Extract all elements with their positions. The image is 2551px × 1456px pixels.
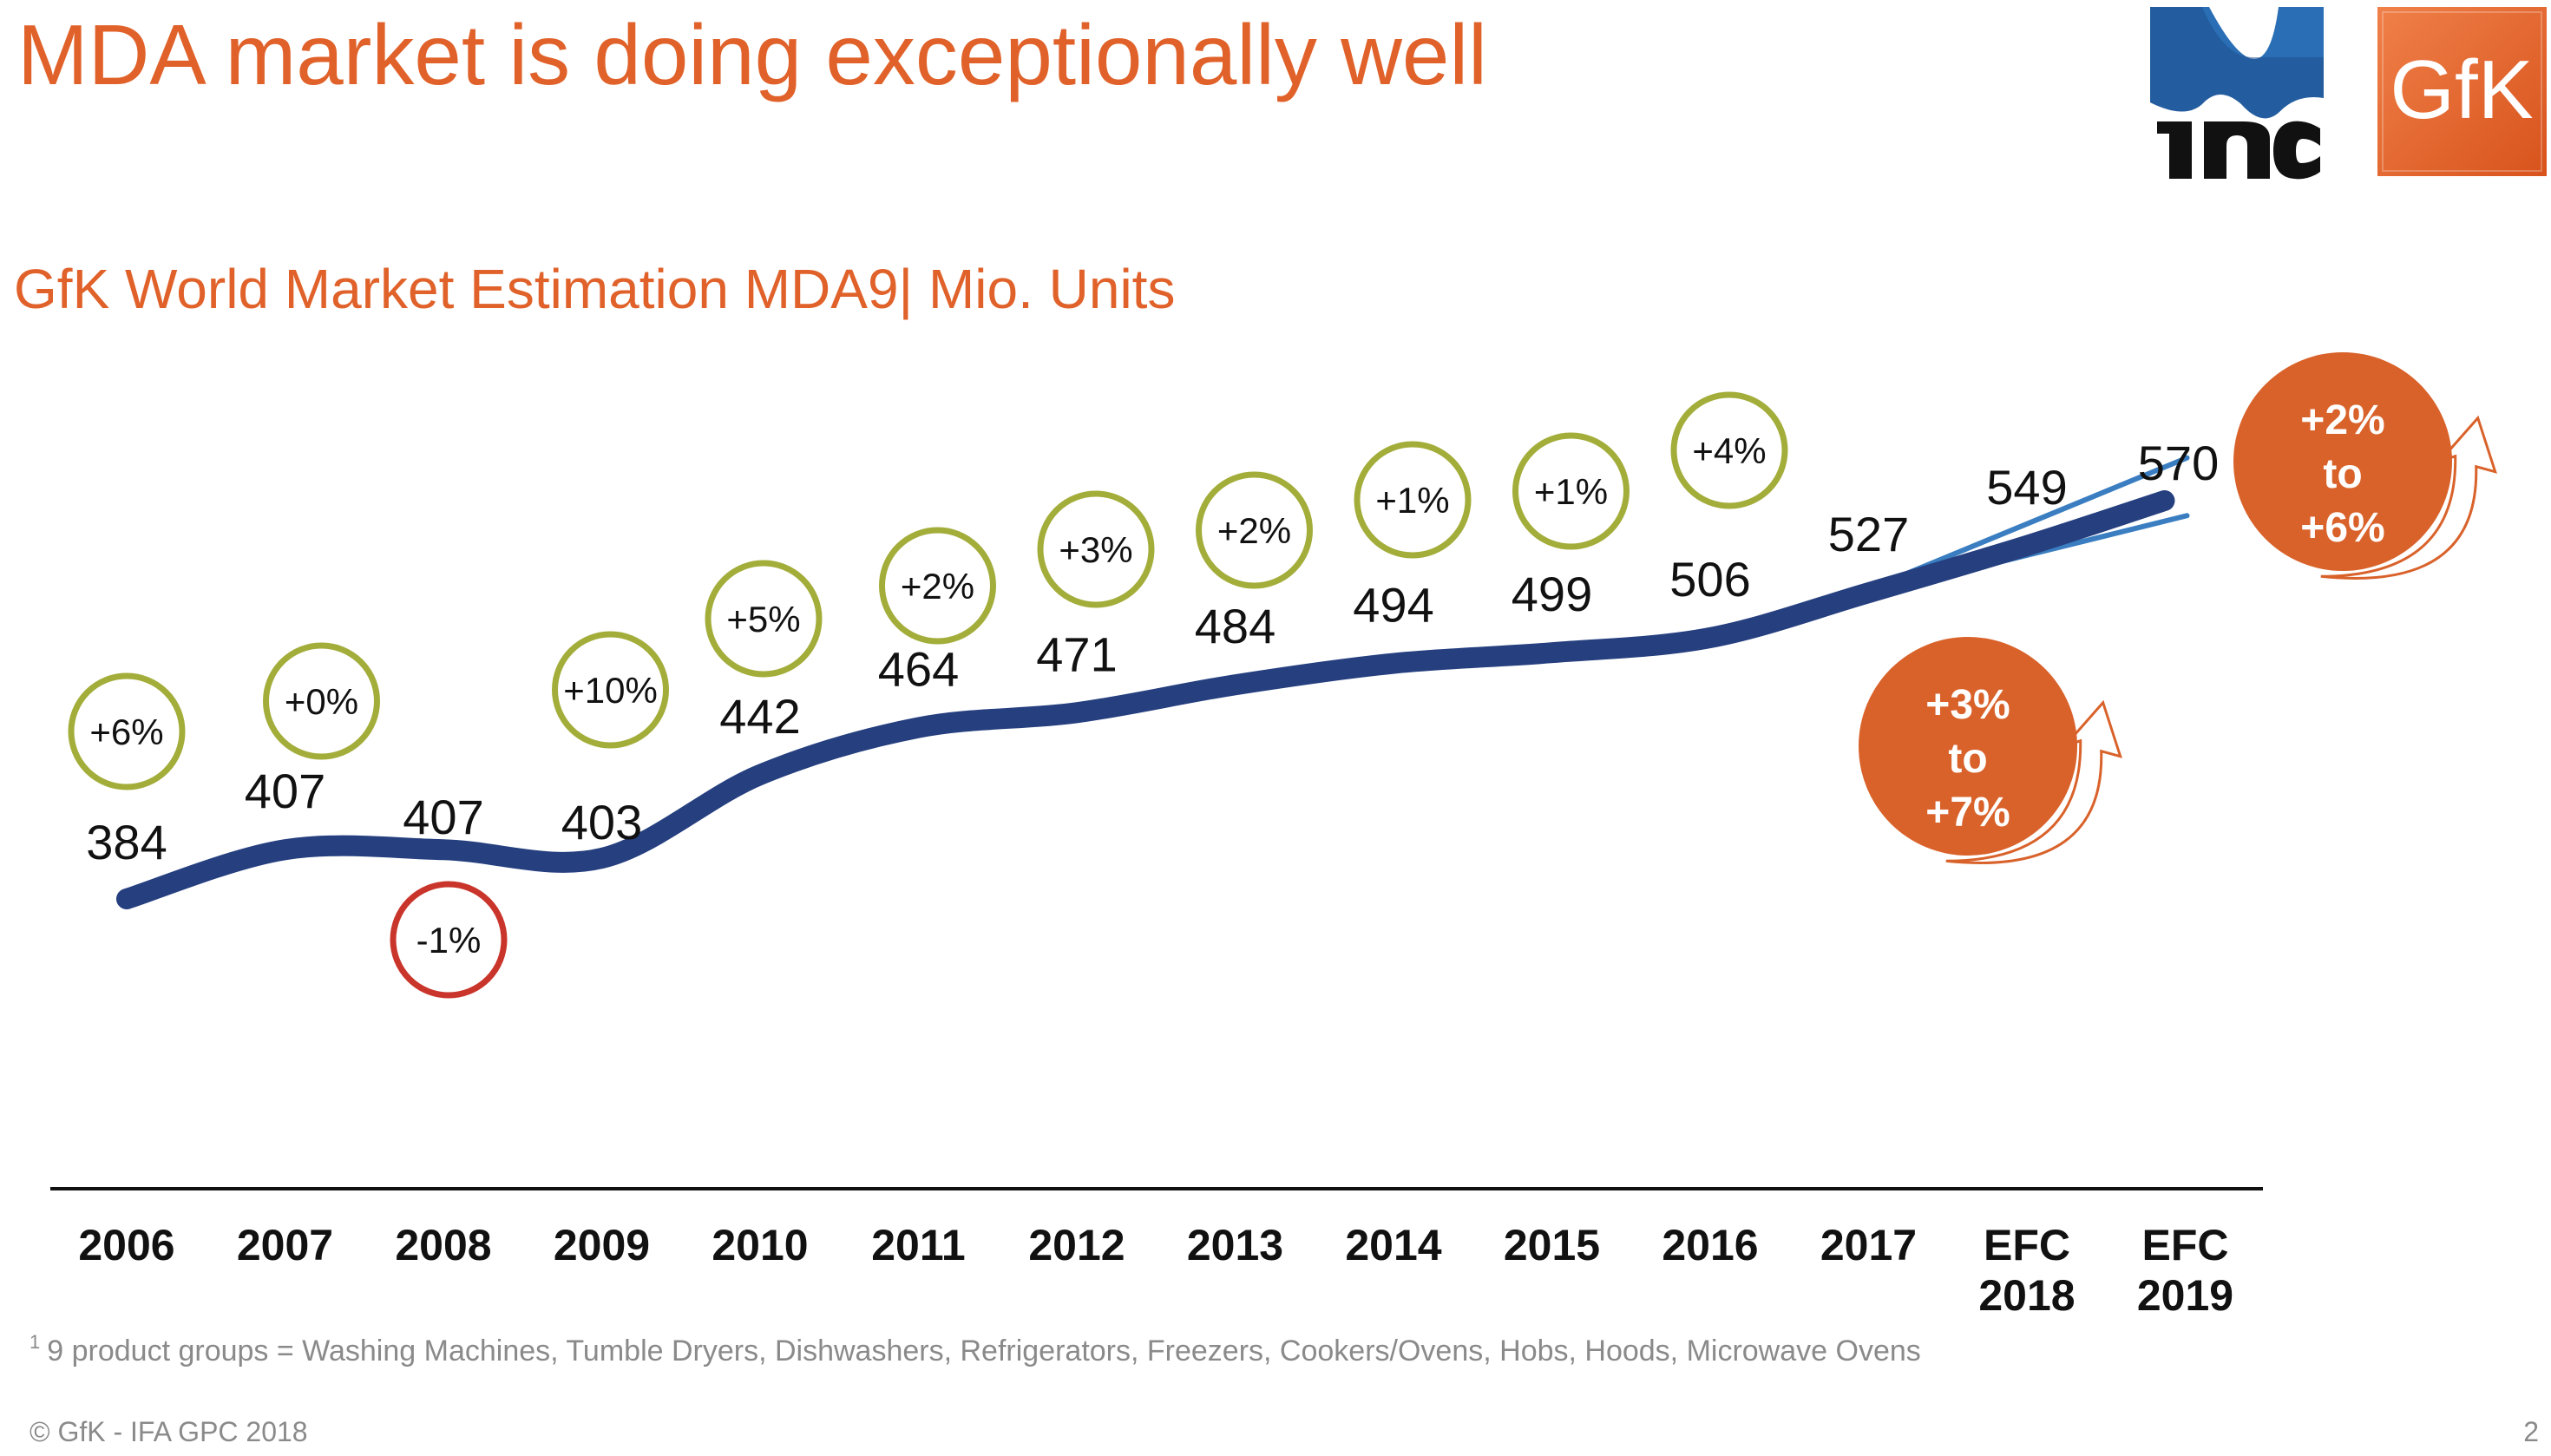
series-line (116, 490, 2175, 909)
decline-circle (390, 881, 508, 999)
ipc-logo-icon (2150, 7, 2324, 180)
page-number: 2 (2523, 1416, 2539, 1447)
data-label: 471 (1036, 626, 1117, 681)
category-label: 2010 (712, 1221, 808, 1269)
forecast-2019-badge-text: to (2323, 451, 2362, 497)
category-label: 2013 (1187, 1221, 1283, 1269)
forecast-2018-badge-text: +7% (1925, 790, 2010, 836)
growth-circle (68, 672, 186, 790)
data-label: 384 (86, 815, 167, 869)
category-label: 2006 (78, 1221, 174, 1269)
data-label: 527 (1828, 507, 1909, 561)
data-label: 506 (1669, 552, 1750, 607)
growth-label: +3% (1059, 529, 1132, 570)
growth-label: +1% (1534, 471, 1608, 512)
data-label: 499 (1512, 567, 1592, 621)
footer-copyright: © GfK - IFA GPC 2018 (30, 1416, 308, 1447)
category-label: 2019 (2137, 1271, 2233, 1320)
category-label: 2009 (554, 1221, 650, 1269)
forecast-2018-badge-arrow (1945, 699, 2122, 864)
growth-circle (1354, 441, 1472, 559)
growth-label: -1% (416, 920, 482, 961)
growth-label: +1% (1375, 480, 1449, 521)
growth-label: +0% (285, 681, 358, 722)
data-label: 570 (2138, 436, 2219, 490)
category-label: 2017 (1820, 1221, 1917, 1269)
category-label: 2014 (1345, 1221, 1441, 1269)
category-label: EFC (2142, 1221, 2229, 1269)
forecast-2019-badge-circle (2233, 352, 2452, 571)
data-label: 407 (245, 764, 325, 818)
footnote-marker: 1 (30, 1331, 41, 1353)
category-label: 2008 (395, 1221, 491, 1269)
growth-circle (552, 631, 669, 749)
growth-circle (1512, 432, 1630, 550)
growth-label: +6% (89, 712, 163, 752)
chart-title: GfK World Market Estimation MDA9| Mio. U… (14, 258, 1176, 320)
category-label: 2015 (1504, 1221, 1600, 1269)
data-label: 464 (878, 642, 959, 697)
growth-circle (1037, 490, 1155, 608)
growth-circle (1670, 391, 1788, 509)
forecast-2019-badge-arrow (2320, 415, 2497, 580)
category-label: EFC (1984, 1221, 2070, 1269)
forecast-2018-badge-circle (1859, 637, 2077, 856)
data-label: 494 (1353, 578, 1433, 633)
data-label: 484 (1195, 599, 1276, 653)
forecast-2019-badge-text: +2% (2300, 397, 2384, 443)
growth-circle (1196, 471, 1313, 589)
data-label: 407 (403, 790, 483, 844)
growth-circle (263, 642, 380, 760)
growth-label: +5% (726, 599, 800, 639)
gfk-logo-icon: GfK (2377, 7, 2547, 176)
growth-label: +2% (901, 566, 974, 607)
growth-label: +2% (1217, 510, 1291, 551)
category-label: 2011 (871, 1221, 965, 1269)
forecast-2018-badge-text: to (1948, 736, 1987, 782)
category-label: 2016 (1662, 1221, 1758, 1269)
data-label: 549 (1986, 460, 2067, 515)
category-label: 2018 (1978, 1271, 2075, 1320)
growth-label: +10% (563, 670, 658, 711)
forecast-2019-badge-text: +6% (2300, 505, 2384, 551)
slide-title: MDA market is doing exceptionally well (17, 7, 1487, 102)
category-label: 2007 (237, 1221, 333, 1269)
gfk-logo-text: GfK (2390, 43, 2533, 136)
footnote-text: 9 product groups = Washing Machines, Tum… (47, 1335, 1921, 1367)
forecast-2018-badge-text: +3% (1925, 682, 2010, 728)
data-label: 442 (719, 689, 800, 744)
growth-label: +4% (1692, 430, 1766, 471)
growth-circle (879, 527, 996, 645)
data-label: 403 (561, 795, 642, 849)
category-label: 2012 (1028, 1221, 1125, 1269)
growth-circle (705, 560, 823, 678)
footnote: 1 9 product groups = Washing Machines, Tu… (30, 1331, 1921, 1368)
